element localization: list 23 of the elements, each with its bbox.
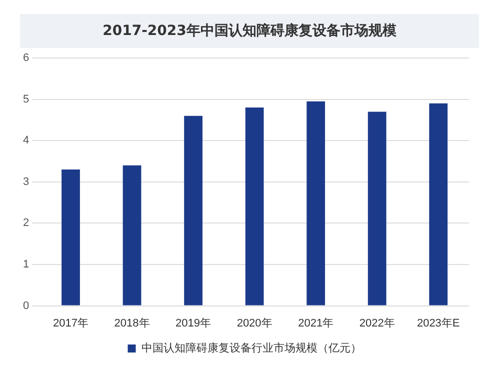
y-tick-label: 0 xyxy=(22,300,30,312)
y-tick-label: 6 xyxy=(22,52,30,64)
bar xyxy=(245,108,264,306)
y-tick-label: 3 xyxy=(22,176,30,188)
y-tick-label: 1 xyxy=(22,258,30,271)
x-tick-label: 2023年E xyxy=(416,317,460,330)
x-tick-label: 2020年 xyxy=(236,317,272,330)
x-tick-label: 2018年 xyxy=(114,317,150,330)
legend-label: 中国认知障碍康复设备行业市场规模（亿元） xyxy=(141,342,362,355)
bar xyxy=(184,116,202,306)
bar xyxy=(368,112,386,306)
y-tick-label: 5 xyxy=(22,93,30,106)
bar xyxy=(306,101,326,306)
bar xyxy=(429,103,448,306)
chart-title: 2017-2023年中国认知障碍康复设备市场规模 xyxy=(20,14,479,48)
y-tick-label: 2 xyxy=(22,217,30,230)
x-tick-label: 2019年 xyxy=(176,317,212,330)
x-tick-label: 2017年 xyxy=(53,317,88,330)
bar xyxy=(122,165,142,306)
bar xyxy=(62,170,80,306)
x-tick-label: 2022年 xyxy=(359,317,395,330)
y-tick-label: 4 xyxy=(22,134,30,147)
x-tick-label: 2021年 xyxy=(298,317,334,330)
